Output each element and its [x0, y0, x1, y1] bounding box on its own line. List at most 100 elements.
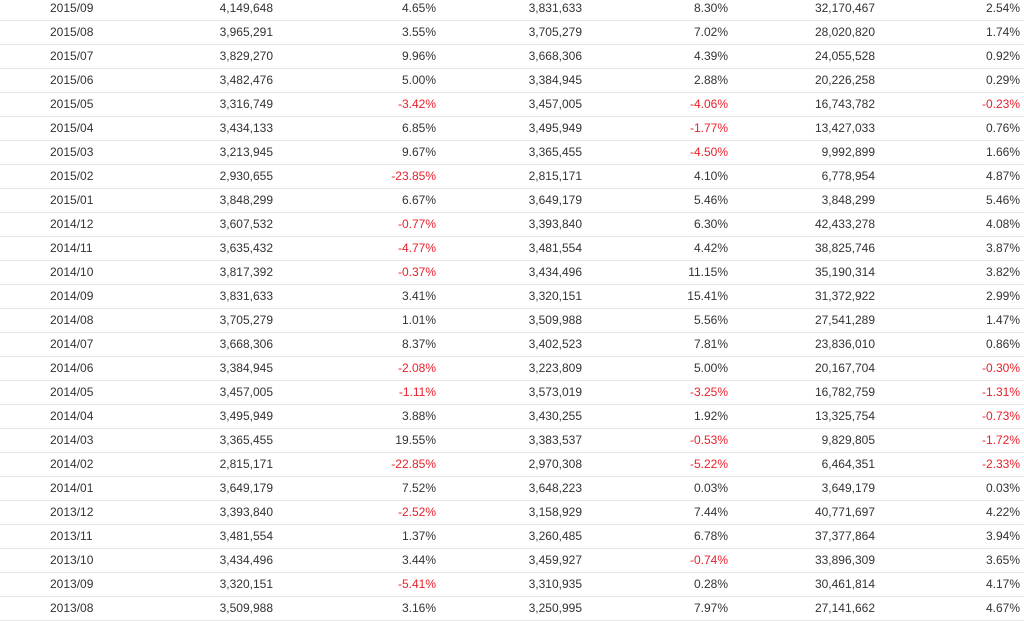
cell-change-2: -4.50% — [689, 145, 728, 159]
cell-value-1: 3,829,270 — [219, 49, 273, 63]
cell-change-1: -23.85% — [391, 169, 436, 183]
cell-period: 2014/11 — [50, 241, 93, 255]
table-row: 2013/11 3,481,554 1.37% 3,260,485 6.78% … — [0, 525, 1024, 549]
cell-value-3: 38,825,746 — [814, 241, 875, 255]
cell-value-2: 2,815,171 — [528, 169, 582, 183]
cell-change-3: 4.17% — [985, 577, 1020, 591]
cell-value-3: 13,427,033 — [814, 121, 875, 135]
cell-value-2: 3,310,935 — [528, 577, 582, 591]
cell-period: 2014/08 — [50, 313, 94, 327]
cell-change-2: 15.41% — [687, 289, 728, 303]
cell-change-2: -0.53% — [689, 433, 728, 447]
cell-period: 2014/02 — [50, 457, 94, 471]
cell-change-3: 4.08% — [985, 217, 1020, 231]
cell-change-3: 0.86% — [985, 337, 1020, 351]
cell-change-3: 2.54% — [985, 1, 1020, 15]
cell-change-2: -0.74% — [689, 553, 728, 567]
cell-value-3: 9,829,805 — [821, 433, 875, 447]
cell-change-2: 7.81% — [693, 337, 728, 351]
cell-change-2: -1.77% — [689, 121, 728, 135]
cell-change-3: -0.73% — [981, 409, 1020, 423]
cell-change-3: 1.47% — [985, 313, 1020, 327]
cell-period: 2013/11 — [50, 529, 93, 543]
cell-change-2: 6.78% — [693, 529, 728, 543]
cell-value-3: 3,848,299 — [821, 193, 875, 207]
cell-value-3: 20,167,704 — [814, 361, 875, 375]
cell-change-2: 1.92% — [693, 409, 728, 423]
cell-period: 2013/09 — [50, 577, 94, 591]
cell-value-1: 3,481,554 — [219, 529, 273, 543]
cell-value-2: 3,495,949 — [528, 121, 582, 135]
cell-change-1: -0.37% — [397, 265, 436, 279]
cell-value-1: 3,434,496 — [219, 553, 273, 567]
table-row: 2015/02 2,930,655 -23.85% 2,815,171 4.10… — [0, 165, 1024, 189]
cell-value-1: 3,365,455 — [219, 433, 273, 447]
cell-change-3: 0.92% — [985, 49, 1020, 63]
cell-period: 2014/09 — [50, 289, 94, 303]
cell-value-2: 3,705,279 — [528, 25, 582, 39]
table-row: 2013/12 3,393,840 -2.52% 3,158,929 7.44%… — [0, 501, 1024, 525]
cell-change-1: -4.77% — [397, 241, 436, 255]
cell-value-3: 24,055,528 — [814, 49, 875, 63]
table-row: 2015/04 3,434,133 6.85% 3,495,949 -1.77%… — [0, 117, 1024, 141]
table-row: 2014/11 3,635,432 -4.77% 3,481,554 4.42%… — [0, 237, 1024, 261]
cell-change-3: 3.65% — [985, 553, 1020, 567]
cell-change-1: 9.67% — [401, 145, 436, 159]
cell-change-1: 5.00% — [401, 73, 436, 87]
cell-value-2: 3,459,927 — [528, 553, 582, 567]
cell-value-3: 6,464,351 — [821, 457, 875, 471]
cell-value-3: 9,992,899 — [821, 145, 875, 159]
cell-value-2: 3,457,005 — [528, 97, 582, 111]
cell-value-3: 23,836,010 — [814, 337, 875, 351]
cell-change-1: 6.67% — [401, 193, 436, 207]
cell-value-1: 3,434,133 — [219, 121, 273, 135]
cell-period: 2014/12 — [50, 217, 94, 231]
cell-value-3: 28,020,820 — [814, 25, 875, 39]
cell-value-2: 3,831,633 — [528, 1, 582, 15]
cell-value-3: 30,461,814 — [814, 577, 875, 591]
cell-value-1: 4,149,648 — [219, 1, 273, 15]
cell-change-1: -0.77% — [397, 217, 436, 231]
cell-change-1: 3.44% — [401, 553, 436, 567]
cell-change-3: 3.82% — [985, 265, 1020, 279]
table-row: 2015/03 3,213,945 9.67% 3,365,455 -4.50%… — [0, 141, 1024, 165]
cell-change-3: 3.94% — [985, 529, 1020, 543]
cell-period: 2013/08 — [50, 601, 94, 615]
cell-value-1: 3,320,151 — [219, 577, 273, 591]
cell-value-2: 3,250,995 — [528, 601, 582, 615]
cell-value-3: 3,649,179 — [821, 481, 875, 495]
cell-value-3: 27,141,662 — [814, 601, 875, 615]
cell-value-1: 3,384,945 — [219, 361, 273, 375]
cell-change-3: -1.31% — [981, 385, 1020, 399]
cell-value-1: 3,831,633 — [219, 289, 273, 303]
cell-change-2: -4.06% — [689, 97, 728, 111]
cell-value-1: 3,848,299 — [219, 193, 273, 207]
cell-change-1: 3.55% — [401, 25, 436, 39]
table-row: 2015/05 3,316,749 -3.42% 3,457,005 -4.06… — [0, 93, 1024, 117]
cell-change-1: 1.37% — [401, 529, 436, 543]
cell-value-3: 16,743,782 — [814, 97, 875, 111]
cell-value-3: 40,771,697 — [814, 505, 875, 519]
cell-change-3: 4.22% — [985, 505, 1020, 519]
table-row: 2014/04 3,495,949 3.88% 3,430,255 1.92% … — [0, 405, 1024, 429]
cell-period: 2013/12 — [50, 505, 94, 519]
table-row: 2014/09 3,831,633 3.41% 3,320,151 15.41%… — [0, 285, 1024, 309]
cell-value-3: 13,325,754 — [814, 409, 875, 423]
cell-change-3: -1.72% — [981, 433, 1020, 447]
cell-change-2: 7.44% — [693, 505, 728, 519]
cell-value-2: 3,434,496 — [528, 265, 582, 279]
cell-value-1: 3,482,476 — [219, 73, 273, 87]
cell-value-1: 3,817,392 — [219, 265, 273, 279]
cell-value-2: 3,648,223 — [528, 481, 582, 495]
cell-value-1: 3,393,840 — [219, 505, 273, 519]
cell-period: 2014/04 — [50, 409, 94, 423]
table-row: 2014/06 3,384,945 -2.08% 3,223,809 5.00%… — [0, 357, 1024, 381]
cell-change-2: 11.15% — [688, 265, 728, 279]
cell-change-1: -2.08% — [397, 361, 436, 375]
cell-value-3: 35,190,314 — [814, 265, 875, 279]
cell-change-1: -22.85% — [391, 457, 436, 471]
cell-value-2: 3,320,151 — [528, 289, 582, 303]
cell-change-3: 2.99% — [985, 289, 1020, 303]
cell-value-3: 31,372,922 — [814, 289, 875, 303]
cell-value-2: 3,365,455 — [528, 145, 582, 159]
